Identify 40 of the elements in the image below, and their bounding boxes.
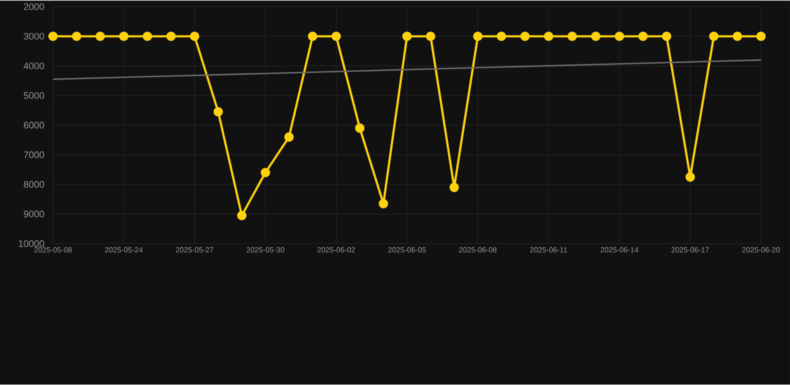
point [142,32,152,42]
y-tick-label: 9000 [24,210,44,218]
point [214,107,223,117]
point [48,32,58,42]
point [591,32,601,42]
point [96,32,105,42]
point [520,32,530,42]
point [426,32,436,42]
point [402,32,412,42]
y-tick-label: 5000 [24,92,44,100]
point [544,32,554,42]
point [496,32,506,42]
y-tick-label: 6000 [24,122,44,129]
point [732,32,742,42]
point [662,32,672,42]
point [190,32,200,42]
point [756,32,766,42]
point [237,210,247,220]
point [638,32,648,42]
point [260,168,270,178]
point [72,32,82,42]
y-tick-label: 10000 [18,240,44,248]
y-tick-label: 4000 [24,62,44,70]
point [614,32,624,42]
point [355,124,365,133]
point [450,182,459,192]
point [308,32,318,42]
point [378,199,388,209]
point [686,172,695,182]
point [709,32,719,42]
point [166,32,176,42]
y-tick-label: 8000 [24,181,44,188]
point [332,32,341,42]
point [284,132,294,142]
point [473,32,483,42]
y-tick-label: 2000 [24,3,44,10]
y-tick-label: 7000 [24,152,44,158]
y-tick-label: 3000 [24,33,44,40]
point [568,32,577,42]
point [119,32,129,42]
